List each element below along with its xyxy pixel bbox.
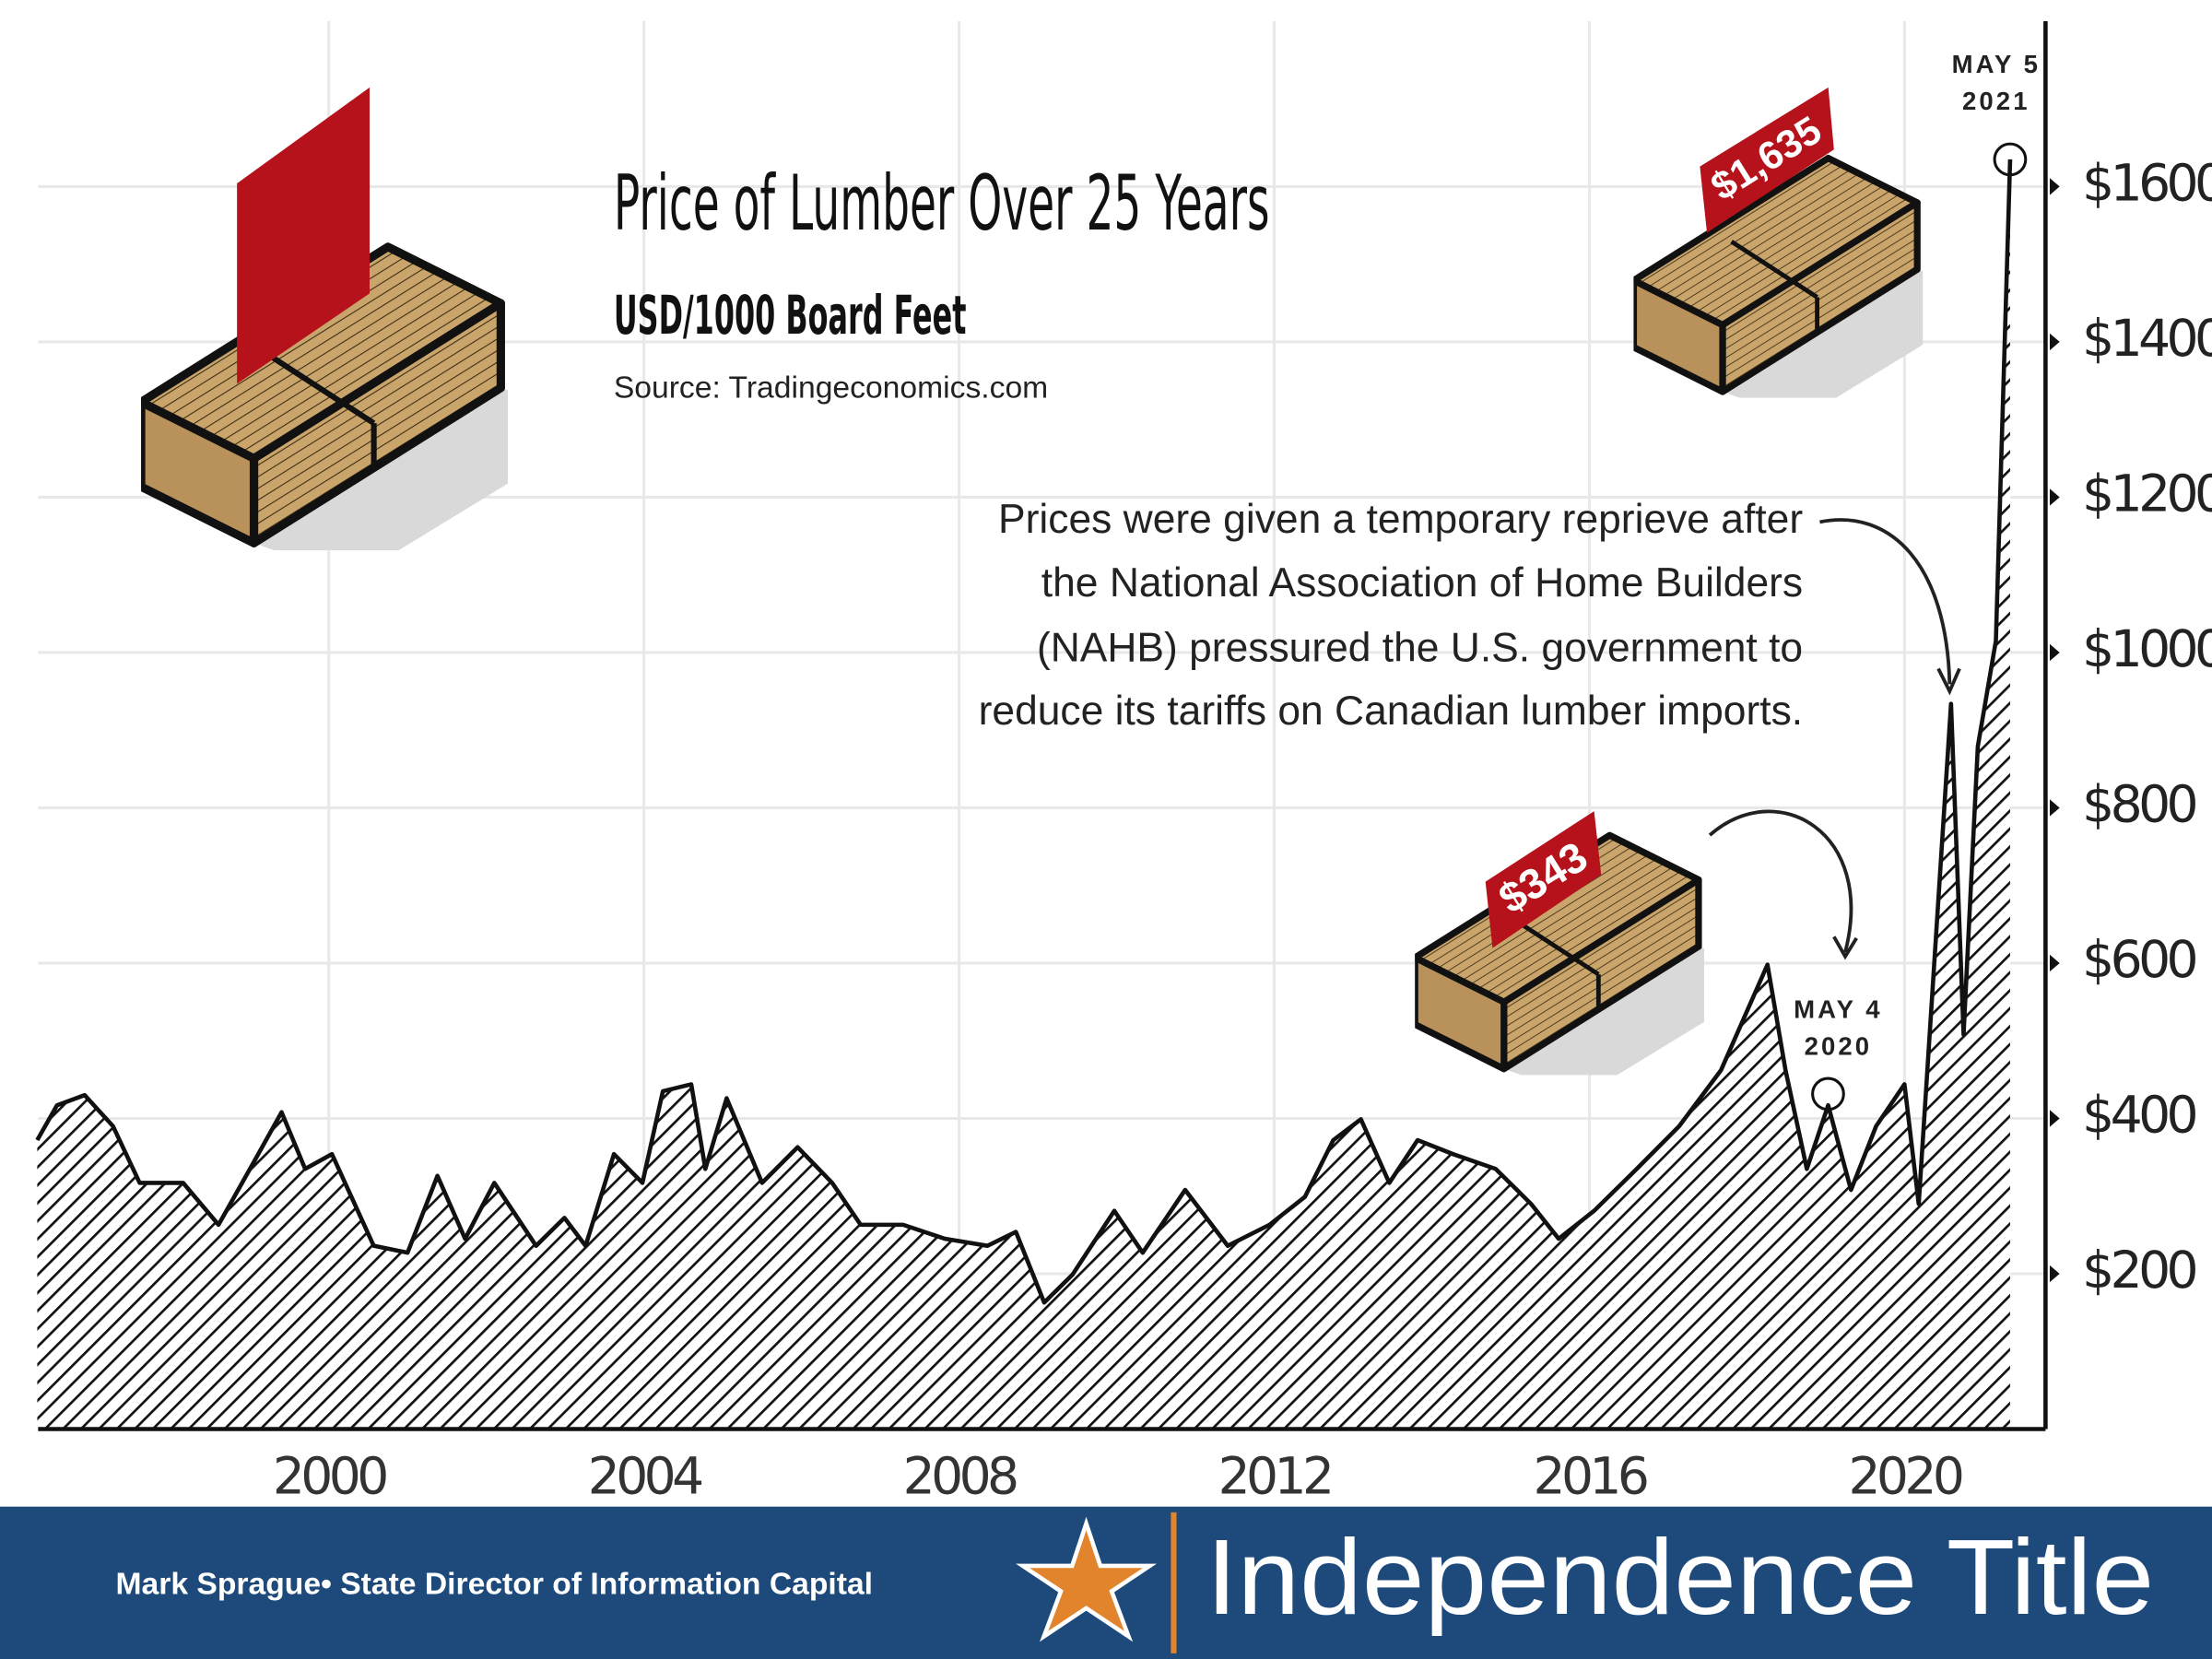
x-tick-label: 2004 — [588, 1447, 701, 1506]
y-tick-mark — [2049, 643, 2060, 662]
note-line: reduce its tariffs on Canadian lumber im… — [979, 688, 1804, 734]
peak-date: 2021 — [1962, 87, 2030, 115]
y-tick-mark — [2049, 954, 2060, 972]
x-tick-label: 2000 — [273, 1447, 386, 1506]
lumber-icon: $1,635 — [1633, 87, 2000, 419]
y-tick-label: $1000 — [2082, 619, 2212, 678]
y-tick-label: $200 — [2082, 1241, 2195, 1300]
x-tick-label: 2020 — [1848, 1447, 1961, 1506]
price-sign — [1485, 811, 1602, 948]
x-tick-label: 2008 — [903, 1447, 1017, 1506]
x-tick-label: 2012 — [1218, 1447, 1331, 1506]
price-line — [35, 159, 2013, 1305]
low-date: MAY 4 — [1794, 995, 1882, 1024]
y-tick-mark — [2049, 488, 2060, 506]
y-tick-mark — [2049, 1265, 2060, 1283]
note-line: Prices were given a temporary reprieve a… — [998, 497, 1803, 542]
peak-marker — [1993, 142, 2028, 177]
star-logo — [1016, 1516, 1158, 1642]
low-date: 2020 — [1805, 1032, 1873, 1061]
lumber-icon — [141, 87, 606, 579]
y-tick-mark — [2049, 799, 2060, 817]
chart-title: Price of Lumber Over 25 Years — [614, 159, 1270, 248]
price-sign — [1700, 87, 1834, 233]
chart-source: Source: Tradingeconomics.com — [614, 371, 1048, 405]
y-tick-label: $600 — [2082, 930, 2195, 989]
chart-subtitle: USD/1000 Board Feet — [614, 284, 967, 347]
x-tick-label: 2016 — [1534, 1447, 1647, 1506]
note-line: (NAHB) pressured the U.S. government to — [1037, 625, 1803, 670]
y-tick-mark — [2049, 333, 2060, 351]
y-tick-mark — [2049, 178, 2060, 195]
note-arrow-head — [1936, 667, 1961, 696]
area-fill — [37, 159, 2010, 1430]
y-tick-label: $400 — [2082, 1086, 2195, 1145]
footer-presenter: Mark Sprague• State Director of Informat… — [116, 1567, 874, 1601]
note-line: the National Association of Home Builder… — [1041, 560, 1803, 606]
note-arrow — [1819, 518, 1952, 685]
peak-date: MAY 5 — [1952, 50, 2041, 78]
note: Prices were given a temporary reprieve a… — [979, 497, 1804, 734]
price-sign — [237, 87, 371, 384]
y-tick-label: $1400 — [2082, 309, 2212, 368]
y-tick-label: $1600 — [2082, 154, 2212, 213]
low-arrow — [1708, 809, 1853, 953]
low-arrow-head — [1832, 935, 1858, 960]
y-tick-mark — [2049, 1110, 2060, 1127]
y-tick-label: $1200 — [2082, 465, 2212, 524]
low-marker — [1811, 1077, 1845, 1112]
footer-brand: Independence Title — [1206, 1517, 2155, 1637]
y-tick-label: $800 — [2082, 775, 2195, 834]
